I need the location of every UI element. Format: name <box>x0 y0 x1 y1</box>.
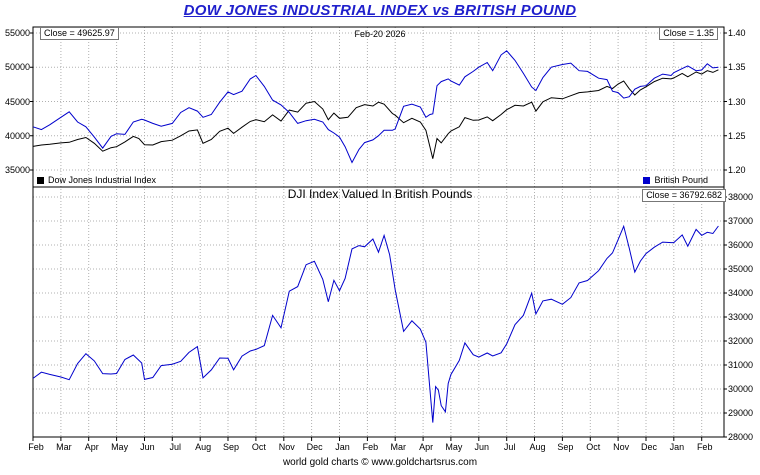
x-axis-month-label: Dec <box>640 442 657 452</box>
y-axis-tick-label: 1.35 <box>728 62 746 73</box>
y-axis-tick-label: 34000 <box>728 288 754 298</box>
gbp-legend-label: British Pound <box>654 175 708 185</box>
y-axis-tick-label: 38000 <box>728 192 754 202</box>
y-axis-tick-label: 55000 <box>4 28 30 38</box>
y-axis-tick-label: 1.40 <box>728 28 746 38</box>
x-axis-month-label: Feb <box>28 442 44 452</box>
x-axis-month-label: Jan <box>669 442 685 452</box>
y-axis-tick-label: 45000 <box>4 96 30 107</box>
x-axis-month-label: Mar <box>56 442 72 452</box>
x-axis-month-label: May <box>445 442 463 452</box>
x-axis-month-label: Sep <box>223 442 240 452</box>
x-axis-month-label: Jun <box>140 442 155 452</box>
gbp-line <box>32 50 719 164</box>
legend-item-gbp: British Pound <box>643 175 708 185</box>
y-axis-tick-label: 1.25 <box>728 130 746 141</box>
dji-legend-label: Dow Jones Industrial Index <box>48 175 157 185</box>
dji-gbp-close-label: Close = 36792.682 <box>642 189 726 202</box>
x-axis-month-label: Feb <box>362 442 379 452</box>
x-axis-month-label: Aug <box>195 442 212 452</box>
gbp-close-label: Close = 1.35 <box>659 27 718 40</box>
y-axis-tick-label: 40000 <box>4 130 30 141</box>
x-axis-month-label: Jan <box>335 442 350 452</box>
y-axis-tick-label: 1.30 <box>728 96 746 107</box>
legend-item-dji: Dow Jones Industrial Index <box>37 175 156 185</box>
dji-legend-swatch-icon <box>37 176 44 184</box>
y-axis-tick-label: 35000 <box>728 264 754 274</box>
x-axis-month-label: Mar <box>390 442 406 452</box>
y-axis-tick-label: 36000 <box>728 240 754 250</box>
y-axis-tick-label: 33000 <box>728 312 754 322</box>
x-axis-month-label: May <box>111 442 129 452</box>
y-axis-tick-label: 37000 <box>728 216 754 226</box>
x-axis-month-label: Apr <box>84 442 99 452</box>
y-axis-tick-label: 50000 <box>4 62 30 73</box>
chart-title: DOW JONES INDUSTRIAL INDEX vs BRITISH PO… <box>183 2 577 19</box>
plot-border <box>32 26 725 438</box>
x-axis-month-label: Dec <box>306 442 323 452</box>
bottom-panel-title: DJI Index Valued In British Pounds <box>287 187 473 201</box>
x-axis-month-label: Oct <box>251 442 266 452</box>
date-label: Feb-20 2026 <box>354 29 406 39</box>
dji-in-gbp-line <box>32 224 719 423</box>
y-axis-tick-label: 28000 <box>728 432 754 442</box>
x-axis-month-label: Sep <box>557 442 574 452</box>
x-axis-month-label: Jun <box>474 442 490 452</box>
gbp-legend-swatch-icon <box>643 176 651 184</box>
footer-credit: world gold charts © www.goldchartsrus.co… <box>282 457 478 468</box>
x-axis-month-label: Nov <box>613 442 630 452</box>
x-axis-month-label: Oct <box>586 442 601 452</box>
y-axis-tick-label: 1.20 <box>728 165 746 175</box>
x-axis-month-label: Aug <box>529 442 546 452</box>
y-axis-tick-label: 31000 <box>728 360 754 370</box>
y-axis-tick-label: 32000 <box>728 336 754 346</box>
y-axis-tick-label: 35000 <box>4 165 30 175</box>
y-axis-tick-label: 29000 <box>728 408 754 418</box>
x-axis-month-label: Feb <box>696 442 713 452</box>
x-axis-month-label: Nov <box>278 442 295 452</box>
x-axis-month-label: Apr <box>419 442 434 452</box>
y-axis-tick-label: 30000 <box>728 384 754 394</box>
x-axis-month-label: Jul <box>503 442 516 452</box>
dji-line <box>32 69 719 159</box>
dji-close-label: Close = 49625.97 <box>40 27 119 40</box>
x-axis-month-label: Jul <box>169 442 182 452</box>
